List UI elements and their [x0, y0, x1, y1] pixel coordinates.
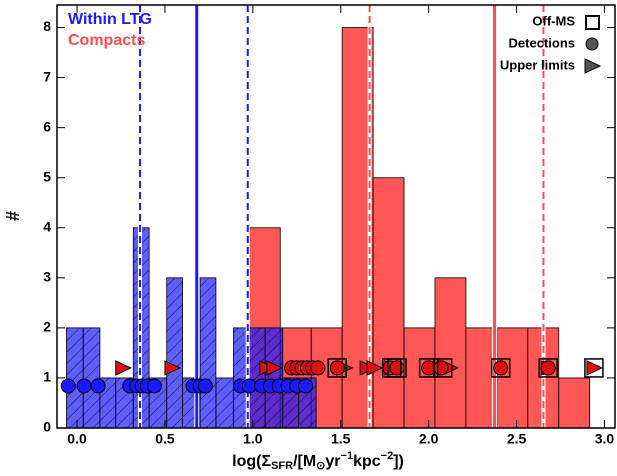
point-marker	[329, 360, 345, 376]
y-axis-label: #	[3, 211, 23, 221]
y-tick-label: 3	[43, 269, 51, 285]
legend-marker	[585, 37, 599, 51]
histogram-hatch	[166, 277, 183, 428]
y-tick-label: 8	[43, 18, 51, 34]
point-marker	[432, 358, 453, 378]
x-tick-label: 2.0	[419, 431, 439, 447]
point-marker	[389, 360, 405, 376]
y-tick-label: 2	[43, 319, 51, 335]
x-label-part: −2	[381, 450, 394, 462]
y-tick-label: 1	[43, 369, 51, 385]
legend-label: Off-MS	[532, 13, 575, 28]
histogram-bar	[434, 277, 467, 429]
legend-label: Compacts	[68, 32, 145, 49]
x-axis-label: log(ΣSFR/[M⊙yr−1kpc−2])	[232, 450, 404, 472]
point-marker	[76, 378, 92, 394]
y-tick-label: 6	[43, 118, 51, 134]
point-marker	[164, 360, 182, 376]
point-marker	[493, 360, 509, 376]
legend-label: Within LTG	[68, 11, 152, 28]
plot-frame	[56, 4, 616, 429]
x-tick-label: 0.5	[155, 431, 175, 447]
point-marker	[327, 358, 347, 378]
histogram-bar	[496, 327, 529, 429]
x-tick-label: 1.5	[331, 431, 351, 447]
x-tick-label: 0.0	[67, 431, 87, 447]
x-tick-label: 2.5	[507, 431, 527, 447]
point-marker	[60, 378, 76, 394]
x-label-part: ])	[393, 453, 404, 470]
histogram-hatch	[200, 277, 216, 428]
x-label-part: SFR	[271, 460, 293, 472]
point-marker	[418, 358, 439, 378]
histogram-bar	[558, 377, 591, 429]
point-marker	[115, 360, 132, 376]
x-label-part: ⊙	[316, 460, 325, 472]
histogram-bar	[372, 177, 405, 429]
x-tick-label: 1.0	[243, 431, 263, 447]
x-label-part: −1	[341, 450, 354, 462]
point-marker	[90, 378, 106, 394]
histogram-hatch	[233, 327, 250, 428]
point-marker	[490, 358, 511, 378]
point-marker	[433, 360, 449, 376]
histogram-hatch	[265, 327, 283, 428]
point-marker	[584, 358, 604, 378]
y-tick-label: 4	[43, 218, 51, 234]
point-marker	[266, 360, 284, 376]
histogram-hatch	[83, 327, 100, 428]
histogram-bar	[403, 327, 436, 429]
x-label-part: log(Σ	[232, 453, 271, 470]
point-marker	[298, 378, 314, 394]
legend-label: Detections	[509, 35, 575, 50]
y-tick-label: 7	[43, 68, 51, 84]
x-label-part: kpc	[353, 453, 381, 470]
point-marker	[538, 358, 558, 378]
legend-marker	[585, 15, 600, 30]
point-marker	[366, 360, 384, 376]
histogram-hatch	[215, 377, 234, 428]
point-marker	[387, 358, 407, 378]
y-tick-label: 0	[43, 419, 51, 435]
histogram-hatch	[249, 327, 266, 428]
x-label-part: /[M	[293, 453, 316, 470]
point-marker	[540, 360, 556, 376]
point-marker	[197, 378, 213, 394]
x-label-part: yr	[325, 453, 340, 470]
point-marker	[146, 378, 162, 394]
point-marker	[310, 360, 326, 376]
point-marker	[586, 360, 604, 376]
histogram-hatch	[66, 327, 84, 428]
y-tick-label: 5	[43, 168, 51, 184]
x-tick-label: 3.0	[595, 431, 615, 447]
legend-marker	[584, 58, 602, 74]
legend-label: Upper limits	[500, 57, 575, 72]
